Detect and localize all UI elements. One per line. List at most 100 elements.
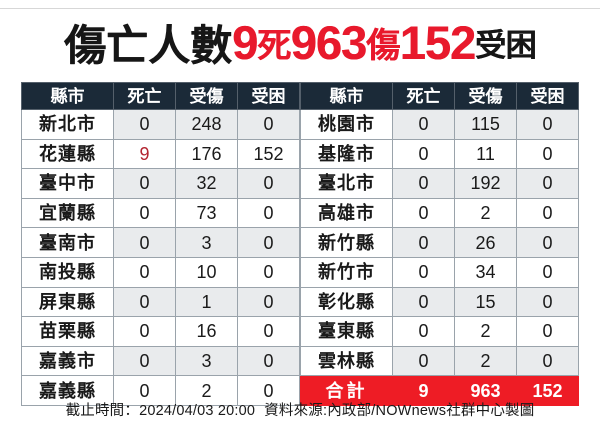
cell-injured: 2 [454,197,517,229]
table-row-total: 合計 9 963 152 [300,375,579,406]
cell-injured: 248 [175,109,238,140]
cell-trapped: 0 [237,316,300,347]
cell-deaths: 0 [392,256,455,288]
cell-county: 桃園市 [300,109,393,140]
column-header-trapped: 受困 [516,82,579,110]
cell-trapped: 0 [516,316,579,347]
table-row: 南投縣 0 10 0 [21,256,300,288]
headline-deaths-value: 9 [232,15,258,69]
table-row: 彰化縣 0 15 0 [300,286,579,318]
headline-trapped-value: 152 [399,15,476,69]
cell-injured: 3 [175,227,238,258]
cell-county: 新竹市 [300,256,393,288]
table-row: 臺東縣 0 2 0 [300,316,579,347]
cell-county: 嘉義縣 [21,375,114,406]
cell-deaths: 9 [113,138,176,170]
column-header-injured: 受傷 [175,82,238,110]
cell-trapped: 0 [237,227,300,258]
cell-county: 雲林縣 [300,345,393,377]
cell-trapped: 0 [516,256,579,288]
table-row: 基隆市 0 11 0 [300,138,579,170]
cell-deaths: 0 [392,138,455,170]
source-value: 內政部/NOWnews社群中心製圖 [327,403,535,419]
cell-trapped: 152 [516,375,579,406]
cell-county: 臺南市 [21,227,114,258]
headline-injured-value: 963 [290,15,367,69]
column-header-trapped: 受困 [237,82,300,110]
cell-injured: 34 [454,256,517,288]
headline-prefix: 傷亡人數 [64,21,233,69]
cell-trapped: 0 [237,256,300,288]
cell-deaths: 0 [392,227,455,258]
cell-county: 臺東縣 [300,316,393,347]
table-row: 高雄市 0 2 0 [300,197,579,229]
table-row: 嘉義市 0 3 0 [21,345,300,377]
cell-county: 屏東縣 [21,286,114,318]
cell-deaths: 0 [392,345,455,377]
cell-injured: 11 [454,138,517,170]
column-header-deaths: 死亡 [392,82,455,110]
cell-injured: 115 [454,109,517,140]
table-row: 苗栗縣 0 16 0 [21,316,300,347]
headline-injured-label: 傷 [366,26,400,65]
cell-county: 新北市 [21,109,114,140]
cell-county: 高雄市 [300,197,393,229]
cell-injured: 963 [454,375,517,406]
cell-deaths: 0 [392,286,455,318]
headline-deaths-label: 死 [257,26,291,65]
cell-county: 臺北市 [300,168,393,199]
cell-injured: 2 [454,316,517,347]
cell-injured: 2 [175,375,238,406]
cell-county: 彰化縣 [300,286,393,318]
cell-deaths: 0 [113,168,176,199]
cell-trapped: 152 [237,138,300,170]
cell-county: 臺中市 [21,168,114,199]
cell-deaths: 0 [392,109,455,140]
cell-trapped: 0 [516,109,579,140]
deadline-label: 截止時間： [65,403,140,419]
table-row: 新竹縣 0 26 0 [300,227,579,258]
casualty-table-right: 縣市 死亡 受傷 受困 桃園市 0 115 0 基隆市 0 11 0 臺北市 0 192 0 高雄市 0 2… [300,82,579,406]
cell-trapped: 0 [516,286,579,318]
table-row: 花蓮縣 9 176 152 [21,138,300,170]
table-row: 屏東縣 0 1 0 [21,286,300,318]
table-row: 宜蘭縣 0 73 0 [21,197,300,229]
cell-deaths: 0 [113,256,176,288]
cell-trapped: 0 [516,345,579,377]
cell-trapped: 0 [516,197,579,229]
cell-county: 苗栗縣 [21,316,114,347]
cell-trapped: 0 [237,375,300,406]
cell-county: 花蓮縣 [21,138,114,170]
top-divider [0,8,600,9]
table-row: 臺中市 0 32 0 [21,168,300,199]
cell-deaths: 0 [113,197,176,229]
table-header-row-right: 縣市 死亡 受傷 受困 [300,82,579,110]
cell-injured: 26 [454,227,517,258]
cell-county: 基隆市 [300,138,393,170]
cell-county: 南投縣 [21,256,114,288]
table-row: 雲林縣 0 2 0 [300,345,579,377]
deadline-value: 2024/04/03 20:00 [139,403,256,419]
headline-trapped-label: 受困 [475,27,537,63]
cell-county: 宜蘭縣 [21,197,114,229]
cell-deaths: 0 [113,345,176,377]
cell-deaths: 0 [113,286,176,318]
table-row: 臺北市 0 192 0 [300,168,579,199]
cell-deaths: 0 [392,168,455,199]
cell-injured: 2 [454,345,517,377]
page-title: 傷亡人數 9 死 963 傷 152 受困 [0,13,600,71]
cell-trapped: 0 [237,345,300,377]
cell-county: 新竹縣 [300,227,393,258]
cell-trapped: 0 [237,286,300,318]
cell-injured: 15 [454,286,517,318]
cell-trapped: 0 [237,168,300,199]
table-body-right: 桃園市 0 115 0 基隆市 0 11 0 臺北市 0 192 0 高雄市 0 2 0 新竹縣 0 26 0 新竹市 0… [300,109,579,406]
table-row: 嘉義縣 0 2 0 [21,375,300,406]
cell-trapped: 0 [516,227,579,258]
cell-injured: 73 [175,197,238,229]
table-body-left: 新北市 0 248 0 花蓮縣 9 176 152 臺中市 0 32 0 宜蘭縣 0 73 0 臺南市 0 3 0 南投… [21,109,300,406]
cell-deaths: 0 [113,109,176,140]
casualty-table-left: 縣市 死亡 受傷 受困 新北市 0 248 0 花蓮縣 9 176 152 臺中市 0 32 0 宜蘭縣… [21,82,300,406]
table-row: 新竹市 0 34 0 [300,256,579,288]
cell-injured: 32 [175,168,238,199]
